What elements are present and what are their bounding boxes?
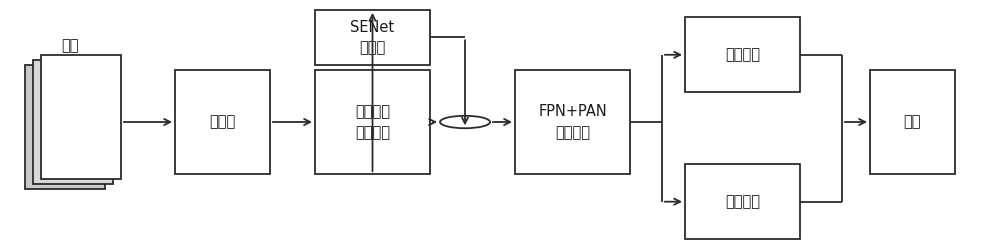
Bar [33,60,113,184]
Bar [175,70,270,174]
Circle shape [440,116,490,128]
Text: 预处理: 预处理 [209,115,236,129]
Text: SENet
注意力: SENet 注意力 [350,20,395,55]
Text: 图片: 图片 [61,39,79,54]
Bar [315,10,430,65]
Bar [41,55,121,179]
Bar [870,70,955,174]
Bar [685,164,800,239]
Text: 边框回归: 边框回归 [725,47,760,62]
Bar [685,17,800,92]
Text: 类别分类: 类别分类 [725,194,760,209]
Text: FPN+PAN
特征融合: FPN+PAN 特征融合 [538,104,607,140]
Bar [315,70,430,174]
Bar [515,70,630,174]
Text: 主干网络
提取特征: 主干网络 提取特征 [355,104,390,140]
Bar [25,65,105,189]
Text: 结果: 结果 [904,115,921,129]
